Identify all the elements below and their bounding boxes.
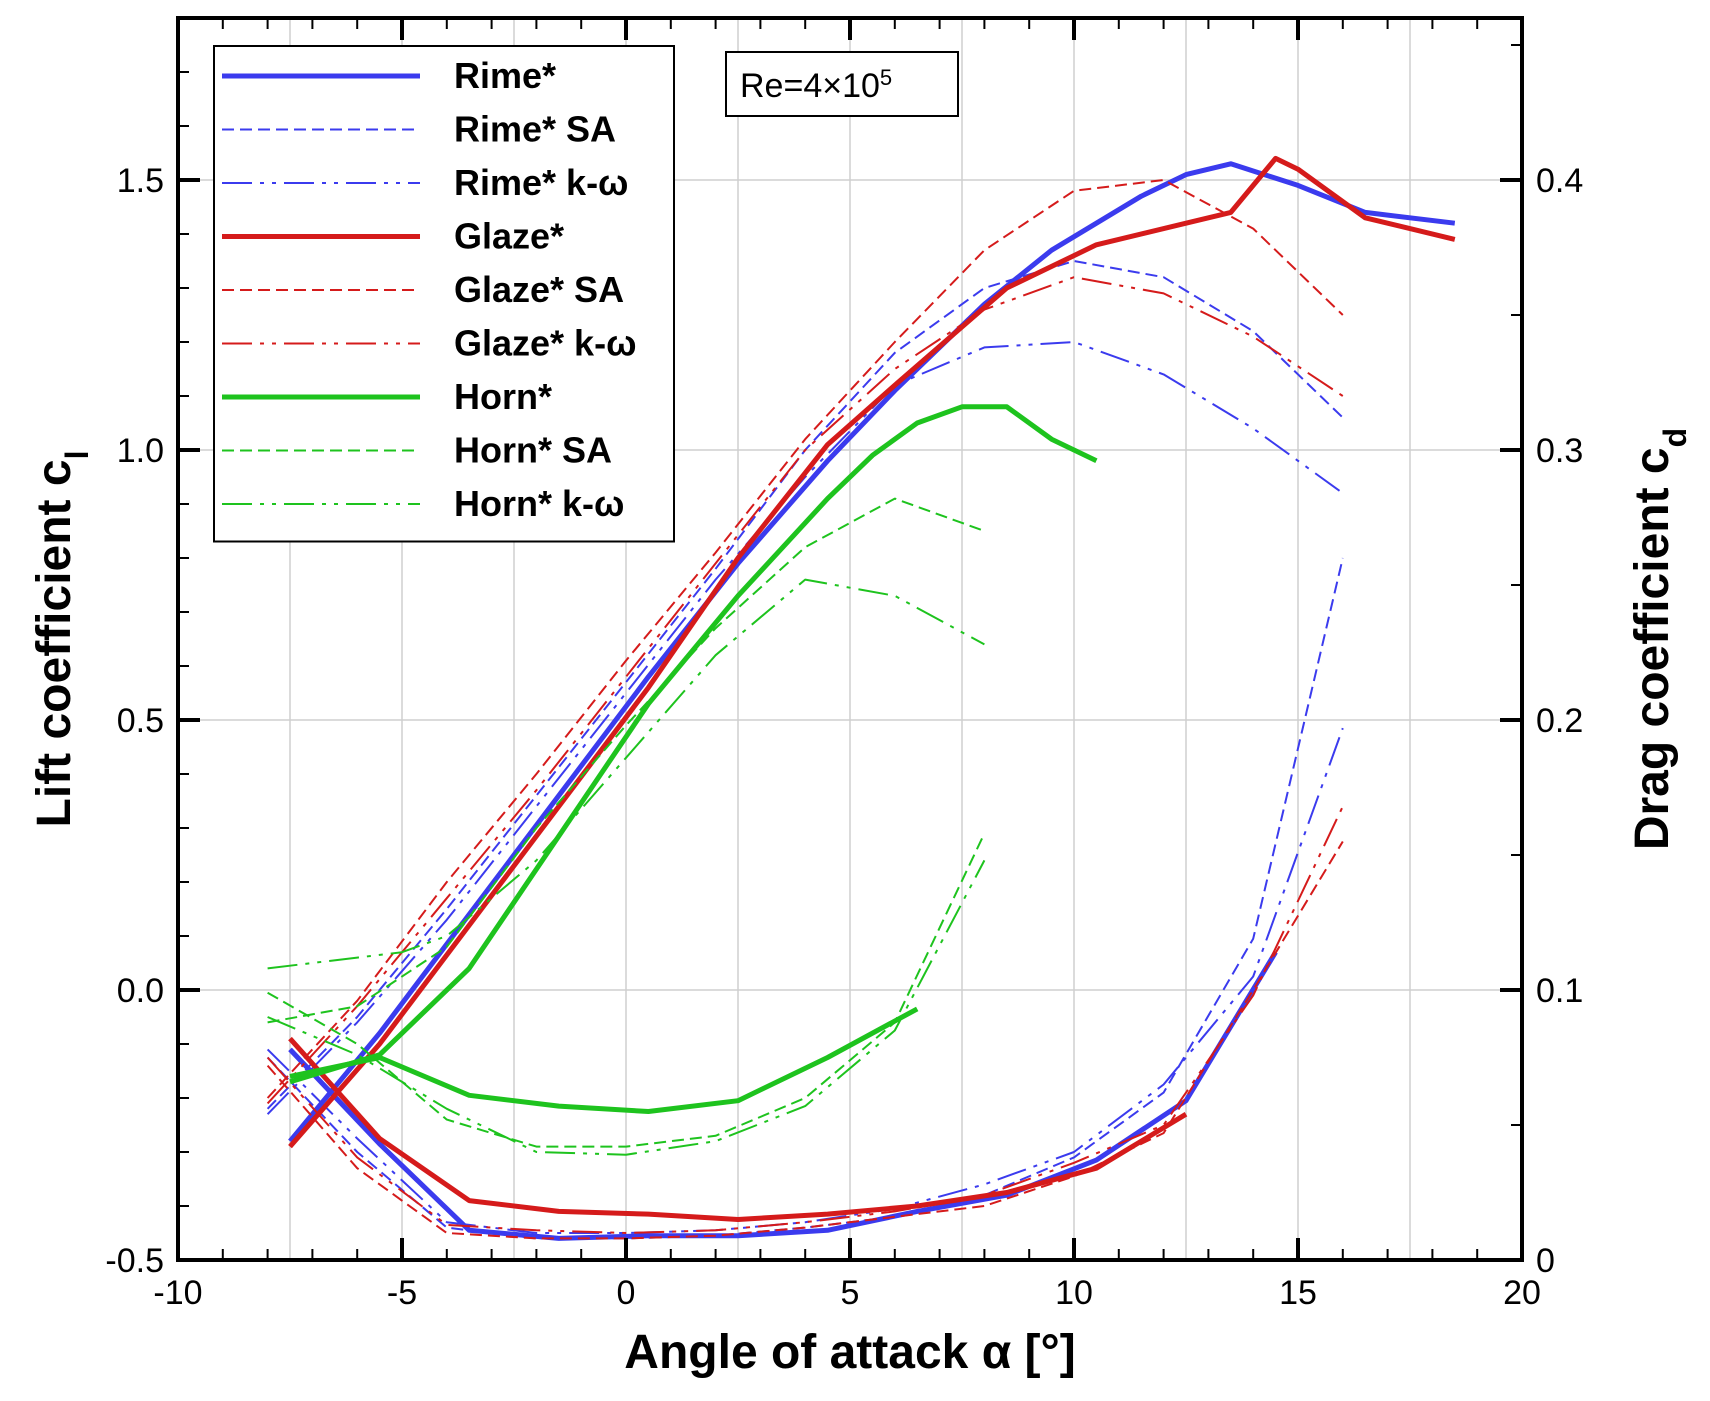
reynolds-annotation: Re=4×105 [725, 51, 959, 117]
axis-ticks: -10 -5 0 5 10 15 20 -0.5 0.0 0.5 1.0 1.5 0 0.1 0.2 0.3 0… [105, 18, 1583, 1312]
y-left-tick-label: 1.5 [117, 162, 164, 200]
x-tick-label: -10 [153, 1274, 202, 1312]
series-2-drag-line [266, 727, 1344, 1234]
series-0-drag-line [288, 950, 1278, 1241]
legend-label: Horn* k-ω [454, 483, 624, 524]
legend-label: Horn* SA [454, 430, 612, 471]
series-3-drag-line [288, 1036, 1188, 1222]
series-8-lift-line [267, 578, 985, 970]
series-6-drag-line [289, 1006, 919, 1114]
y-right-tick-label: 0 [1536, 1242, 1555, 1280]
legend-label: Glaze* [454, 216, 564, 257]
x-tick-label: 20 [1503, 1274, 1541, 1312]
plot-area [266, 155, 1456, 1241]
x-tick-label: 10 [1055, 1274, 1093, 1312]
series-4-drag-line [266, 840, 1344, 1240]
series-2-lift-line [266, 341, 1344, 1115]
reynolds-annotation-text: Re=4×105 [740, 65, 892, 106]
series-5-lift-line [266, 276, 1344, 1105]
legend-label: Horn* [454, 376, 552, 417]
series-7-drag-line [267, 832, 986, 1148]
legend-label: Glaze* k-ω [454, 323, 636, 364]
series-4-lift-line [266, 179, 1344, 1099]
series-3-lift-line [288, 155, 1456, 1149]
x-tick-label: 15 [1279, 1274, 1317, 1312]
y-left-tick-label: 1.0 [117, 432, 164, 470]
y-left-tick-label: -0.5 [105, 1242, 164, 1280]
x-tick-label: 5 [841, 1274, 860, 1312]
y-right-axis-title: Drag coefficient cd [1626, 428, 1693, 850]
x-tick-label: -5 [387, 1274, 417, 1312]
y-right-tick-label: 0.1 [1536, 972, 1583, 1010]
legend-label: Glaze* SA [454, 269, 624, 310]
x-tick-label: 0 [617, 1274, 636, 1312]
legend-label: Rime* SA [454, 109, 616, 150]
legend-label: Rime* [454, 55, 556, 96]
y-left-tick-label: 0.5 [117, 702, 164, 740]
series-1-drag-line [266, 557, 1344, 1240]
series-6-lift-line [289, 404, 1098, 1085]
legend: Rime* Rime* SA Rime* k-ω Glaze* Glaze* SA Gla… [213, 45, 675, 543]
y-right-tick-label: 0.2 [1536, 702, 1583, 740]
x-axis-title: Angle of attack α [°] [624, 1326, 1075, 1379]
y-left-axis-title: Lift coefficient cl [28, 451, 95, 828]
series-8-drag-line [267, 859, 986, 1156]
series-7-lift-line [267, 497, 985, 1024]
y-right-tick-label: 0.3 [1536, 432, 1583, 470]
y-right-tick-label: 0.4 [1536, 162, 1583, 200]
y-left-tick-label: 0.0 [117, 972, 164, 1010]
legend-label: Rime* k-ω [454, 162, 628, 203]
